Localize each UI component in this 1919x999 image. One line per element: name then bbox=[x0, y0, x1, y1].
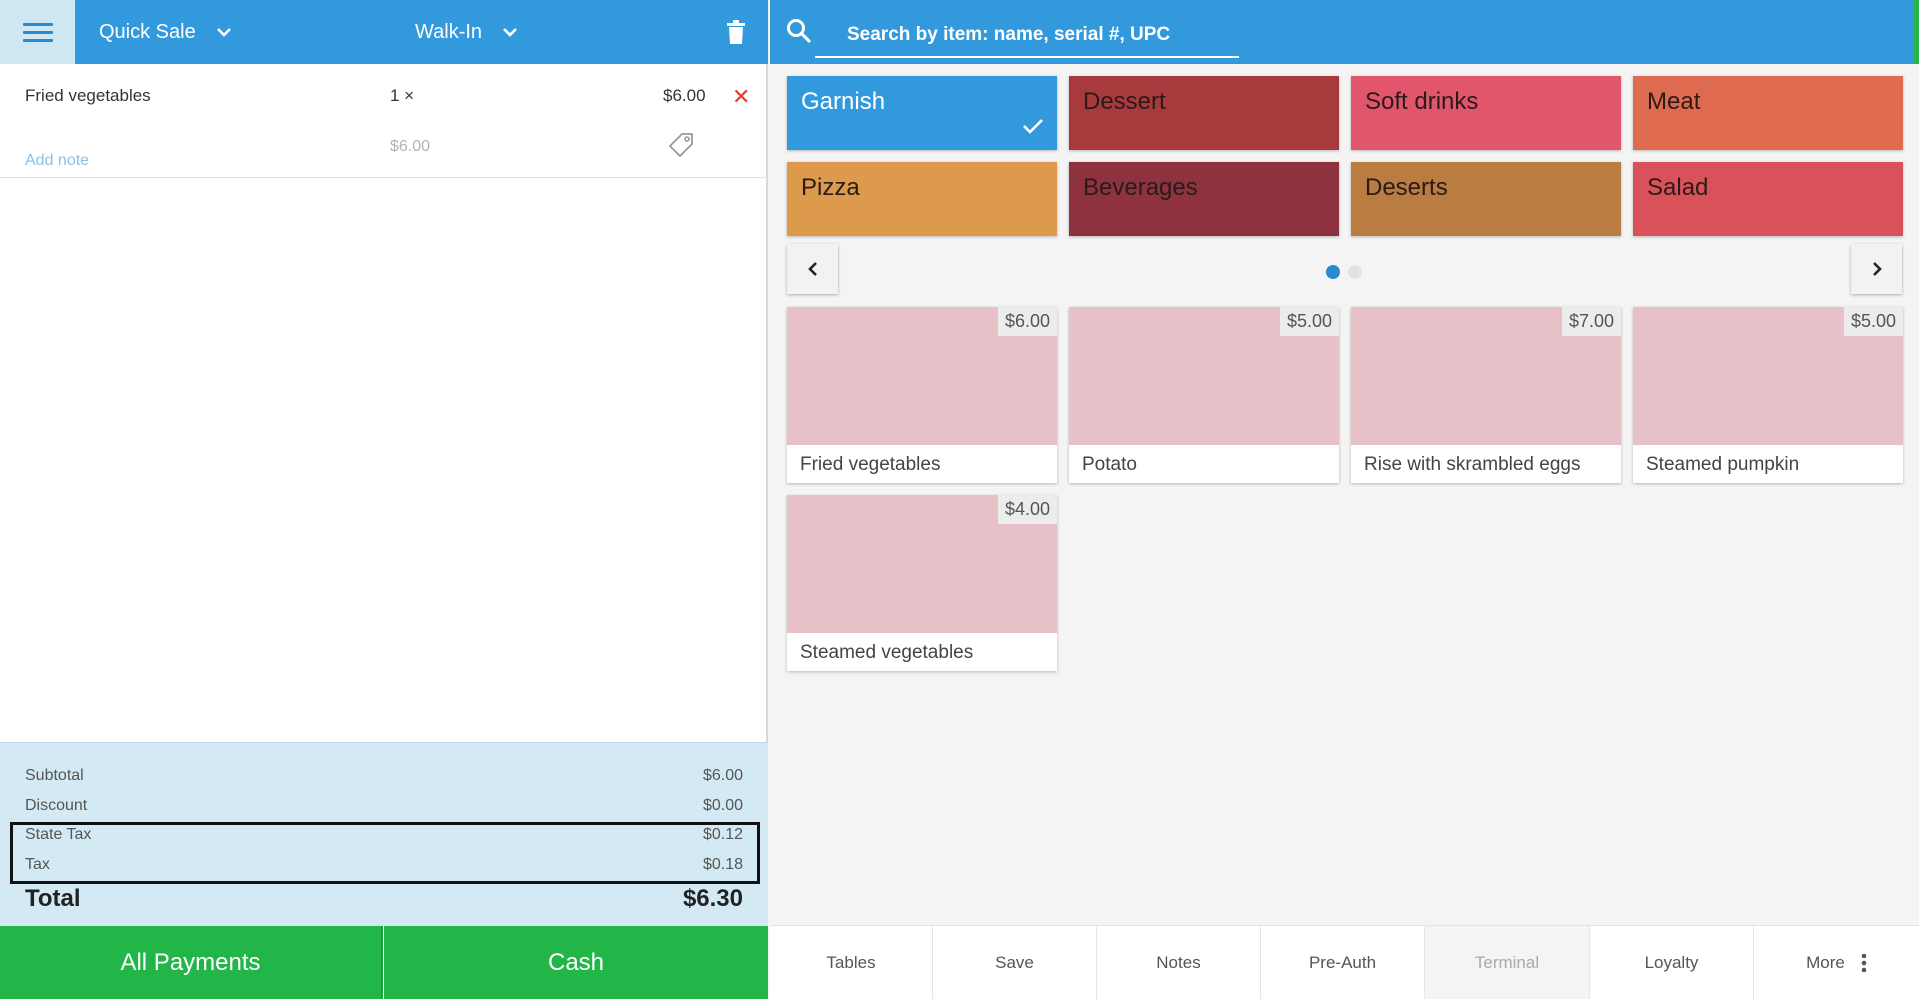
save-button[interactable]: Save bbox=[933, 926, 1097, 999]
bottom-action-bar: Tables Save Notes Pre-Auth Terminal Loya… bbox=[770, 925, 1919, 999]
item-price: $6.00 bbox=[663, 86, 706, 105]
tag-icon[interactable] bbox=[668, 132, 696, 160]
category-label: Meat bbox=[1647, 88, 1701, 115]
category-salad[interactable]: Salad bbox=[1633, 162, 1903, 236]
hamburger-icon bbox=[22, 18, 53, 47]
tax-label: Tax bbox=[25, 856, 50, 873]
status-accent bbox=[1913, 0, 1919, 64]
category-beverages[interactable]: Beverages bbox=[1069, 162, 1339, 236]
tables-button[interactable]: Tables bbox=[770, 926, 933, 999]
product-tile[interactable]: $7.00 Rise with skrambled eggs bbox=[1351, 307, 1621, 483]
more-label: More bbox=[1806, 953, 1845, 972]
product-tile[interactable]: $6.00 Fried vegetables bbox=[787, 307, 1057, 483]
search-icon bbox=[786, 18, 814, 46]
page-dot[interactable] bbox=[1348, 265, 1362, 279]
sale-type-label: Quick Sale bbox=[99, 20, 196, 43]
product-tile[interactable]: $5.00 Steamed pumpkin bbox=[1633, 307, 1903, 483]
state-tax-row: State Tax $0.12 bbox=[25, 826, 743, 844]
prev-page-button[interactable] bbox=[787, 244, 838, 294]
category-dessert[interactable]: Dessert bbox=[1069, 76, 1339, 150]
category-label: Deserts bbox=[1365, 174, 1448, 201]
discount-row: Discount $0.00 bbox=[25, 797, 743, 815]
total-row: Total $6.30 bbox=[25, 885, 743, 913]
category-deserts[interactable]: Deserts bbox=[1351, 162, 1621, 236]
tax-value: $0.18 bbox=[702, 856, 743, 873]
chevron-left-icon bbox=[807, 262, 817, 276]
product-price: $5.00 bbox=[1279, 307, 1339, 336]
pre-auth-button[interactable]: Pre-Auth bbox=[1261, 926, 1425, 999]
category-label: Garnish bbox=[801, 88, 886, 115]
category-label: Beverages bbox=[1083, 174, 1198, 201]
more-button[interactable]: More bbox=[1754, 926, 1919, 999]
category-garnish[interactable]: Garnish bbox=[787, 76, 1057, 150]
total-value: $6.30 bbox=[682, 885, 743, 912]
product-name: Rise with skrambled eggs bbox=[1364, 454, 1581, 475]
search-input[interactable] bbox=[815, 14, 1239, 58]
customer-label: Walk-In bbox=[415, 20, 483, 43]
product-name: Steamed pumpkin bbox=[1646, 454, 1800, 475]
category-label: Dessert bbox=[1083, 88, 1166, 115]
tax-row: Tax $0.18 bbox=[25, 856, 743, 874]
totals-panel: Subtotal $6.00 Discount $0.00 State Tax … bbox=[0, 742, 768, 926]
category-label: Salad bbox=[1647, 174, 1709, 201]
discount-label: Discount bbox=[25, 797, 88, 814]
customer-dropdown[interactable]: Walk-In bbox=[415, 0, 520, 64]
subtotal-value: $6.00 bbox=[702, 767, 743, 784]
total-label: Total bbox=[25, 885, 81, 912]
product-name: Potato bbox=[1082, 454, 1137, 475]
category-meat[interactable]: Meat bbox=[1633, 76, 1903, 150]
sale-type-dropdown[interactable]: Quick Sale bbox=[99, 0, 234, 64]
check-icon bbox=[1021, 114, 1045, 138]
product-tile[interactable]: $4.00 Steamed vegetables bbox=[787, 495, 1057, 671]
product-price: $4.00 bbox=[997, 495, 1057, 524]
item-name: Fried vegetables bbox=[25, 86, 151, 105]
notes-button[interactable]: Notes bbox=[1097, 926, 1261, 999]
chevron-down-icon bbox=[214, 22, 234, 42]
search-bar bbox=[770, 0, 1919, 64]
order-line-item[interactable]: Fried vegetables 1 × $6.00 ✕ $6.00 Add n… bbox=[0, 64, 768, 178]
cash-button[interactable]: Cash bbox=[384, 926, 768, 999]
item-unit-price: $6.00 bbox=[390, 138, 431, 155]
terminal-button[interactable]: Terminal bbox=[1425, 926, 1590, 999]
add-note-link[interactable]: Add note bbox=[25, 152, 90, 169]
discount-value: $0.00 bbox=[702, 797, 743, 814]
chevron-down-icon bbox=[500, 22, 520, 42]
product-price: $7.00 bbox=[1561, 307, 1621, 336]
category-soft-drinks[interactable]: Soft drinks bbox=[1351, 76, 1621, 150]
order-header: Quick Sale Walk-In bbox=[0, 0, 768, 64]
product-name: Steamed vegetables bbox=[800, 642, 974, 663]
category-label: Pizza bbox=[801, 174, 860, 201]
loyalty-button[interactable]: Loyalty bbox=[1590, 926, 1754, 999]
product-price: $6.00 bbox=[997, 307, 1057, 336]
menu-button[interactable] bbox=[0, 0, 75, 64]
close-icon[interactable]: ✕ bbox=[732, 84, 751, 109]
product-name: Fried vegetables bbox=[800, 454, 941, 475]
tax-highlight-box bbox=[10, 822, 760, 884]
trash-icon[interactable] bbox=[722, 18, 750, 46]
product-tile[interactable]: $5.00 Potato bbox=[1069, 307, 1339, 483]
order-panel: Quick Sale Walk-In Fried vegetables 1 × … bbox=[0, 0, 768, 999]
all-payments-button[interactable]: All Payments bbox=[0, 926, 383, 999]
chevron-right-icon bbox=[1872, 262, 1882, 276]
subtotal-row: Subtotal $6.00 bbox=[25, 767, 743, 785]
state-tax-label: State Tax bbox=[25, 826, 92, 843]
item-quantity[interactable]: 1 × bbox=[390, 86, 415, 105]
next-page-button[interactable] bbox=[1851, 244, 1902, 294]
page-dot-active[interactable] bbox=[1326, 265, 1340, 279]
category-pizza[interactable]: Pizza bbox=[787, 162, 1057, 236]
state-tax-value: $0.12 bbox=[702, 826, 743, 843]
more-vertical-icon bbox=[1861, 953, 1867, 973]
category-label: Soft drinks bbox=[1365, 88, 1479, 115]
subtotal-label: Subtotal bbox=[25, 767, 84, 784]
product-price: $5.00 bbox=[1843, 307, 1903, 336]
